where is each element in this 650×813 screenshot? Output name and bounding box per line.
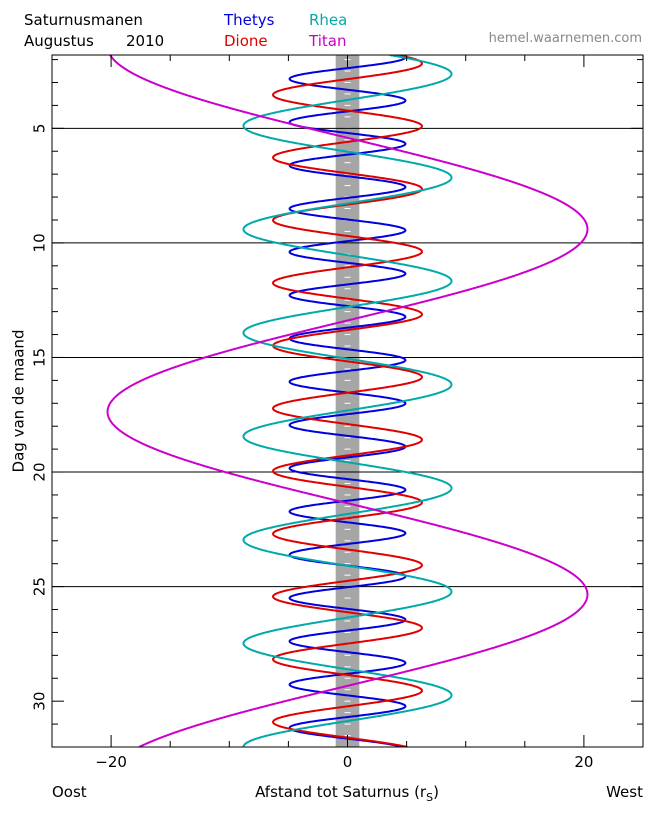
x-axis-label-sub: S	[426, 791, 433, 804]
series-titan	[106, 55, 589, 747]
x-tick-label: 20	[574, 753, 593, 771]
chart-year: 2010	[126, 32, 164, 50]
chart-title: Saturnusmanen	[24, 11, 143, 29]
x-tick-label: −20	[95, 753, 127, 771]
x-axis-label-main: Afstand tot Saturnus (r	[255, 783, 427, 801]
axis-ticks: 5 10 15 20 25 30 −20 0 20	[31, 55, 644, 771]
legend-rhea: Rhea	[309, 11, 347, 29]
chart-month: Augustus	[24, 32, 94, 50]
site-credit: hemel.waarnemen.com	[489, 31, 642, 46]
x-axis-label-close: )	[433, 783, 439, 801]
y-tick-label: 30	[31, 692, 49, 711]
x-axis-label: Afstand tot Saturnus (rS)	[255, 783, 439, 804]
y-tick-label: 20	[31, 462, 49, 481]
y-tick-label: 25	[31, 577, 49, 596]
legend-thetys: Thetys	[223, 11, 275, 29]
legend-titan: Titan	[308, 32, 346, 50]
saturn-band-rect	[335, 55, 360, 747]
y-axis-label: Dag van de maand	[10, 330, 28, 473]
x-tick-label: 0	[343, 753, 353, 771]
x-right-label: West	[606, 783, 643, 801]
series-dione	[272, 55, 423, 747]
y-tick-label: 15	[31, 348, 49, 367]
legend-dione: Dione	[224, 32, 268, 50]
series-rhea	[242, 55, 453, 747]
x-left-label: Oost	[52, 783, 87, 801]
y-tick-label: 10	[31, 233, 49, 252]
y-tick-label: 5	[31, 124, 49, 134]
moon-series	[106, 55, 589, 747]
